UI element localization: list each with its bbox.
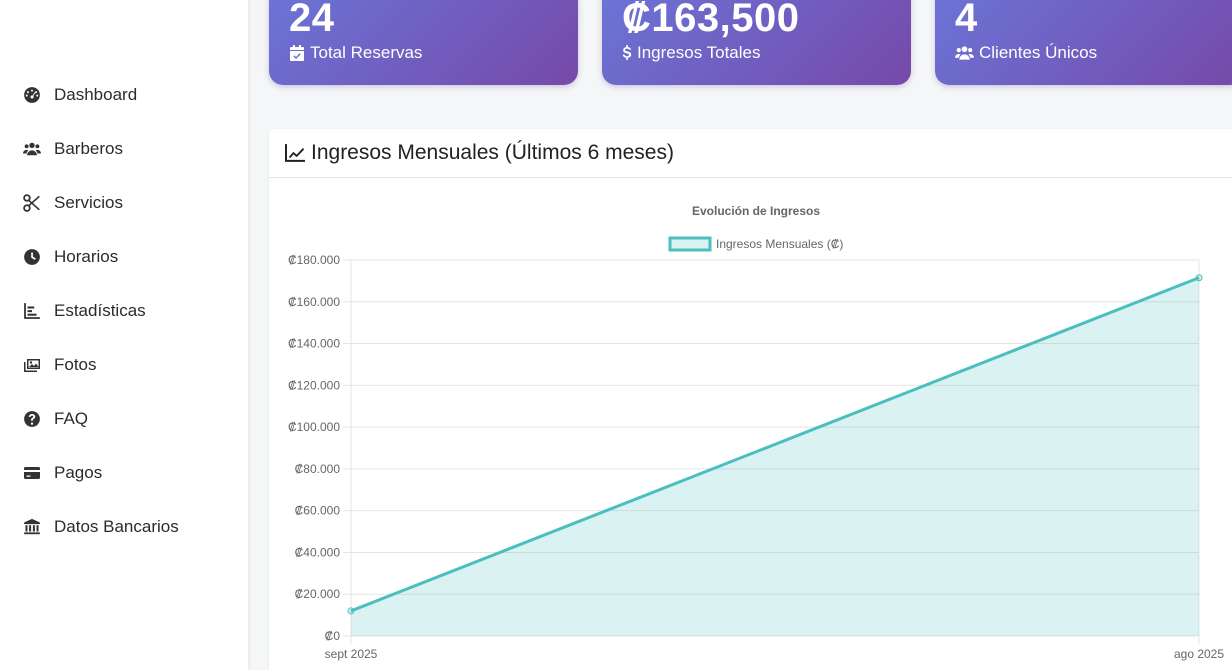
y-tick-label: ₡140.000 bbox=[288, 337, 340, 351]
sidebar-item-label: Estadísticas bbox=[54, 301, 146, 320]
sidebar-item-barberos[interactable]: Barberos bbox=[0, 129, 248, 169]
y-tick-label: ₡60.000 bbox=[295, 504, 341, 518]
y-tick-label: ₡40.000 bbox=[295, 545, 341, 559]
y-tick-label: ₡20.000 bbox=[295, 587, 341, 601]
chart-title: Evolución de Ingresos bbox=[692, 204, 820, 218]
stat-card-reservas: 24 Total Reservas bbox=[269, 0, 578, 85]
sidebar-item-horarios[interactable]: Horarios bbox=[0, 237, 248, 277]
chart-card: Ingresos Mensuales (Últimos 6 meses) Evo… bbox=[269, 129, 1232, 670]
sidebar-item-estadisticas[interactable]: Estadísticas bbox=[0, 291, 248, 331]
stat-label: Ingresos Totales bbox=[622, 43, 760, 63]
sidebar-item-dashboard[interactable]: Dashboard bbox=[0, 75, 248, 115]
legend-swatch bbox=[668, 236, 712, 252]
credit-card-icon bbox=[22, 463, 42, 483]
legend-label: Ingresos Mensuales (₡) bbox=[716, 237, 843, 251]
y-tick-label: ₡100.000 bbox=[288, 420, 340, 434]
stat-card-ingresos: ₡163,500 Ingresos Totales bbox=[602, 0, 911, 85]
bank-icon bbox=[22, 517, 42, 537]
x-tick-label: sept 2025 bbox=[325, 647, 378, 661]
users-icon bbox=[22, 139, 42, 159]
users-icon bbox=[955, 46, 974, 60]
sidebar-item-datos-bancarios[interactable]: Datos Bancarios bbox=[0, 507, 248, 547]
y-tick-label: ₡80.000 bbox=[295, 462, 341, 476]
series-line bbox=[350, 276, 1200, 613]
revenue-chart: Evolución de Ingresos Ingresos Mensuales … bbox=[288, 204, 1224, 661]
y-tick-label: ₡120.000 bbox=[288, 378, 340, 392]
sidebar-item-label: Fotos bbox=[54, 355, 97, 374]
calendar-check-icon bbox=[290, 45, 304, 61]
sidebar-item-fotos[interactable]: Fotos bbox=[0, 345, 248, 385]
y-tick-label: ₡180.000 bbox=[288, 253, 340, 267]
data-point bbox=[1195, 274, 1203, 282]
stat-label: Clientes Únicos bbox=[955, 43, 1097, 63]
sidebar-item-label: Dashboard bbox=[54, 85, 138, 104]
clock-icon bbox=[22, 247, 42, 267]
scissors-icon bbox=[22, 193, 42, 213]
chart-card-header: Ingresos Mensuales (Últimos 6 meses) bbox=[269, 129, 1232, 178]
sidebar: Dashboard Barberos Servicios Horarios Es… bbox=[0, 0, 248, 670]
stat-value: 24 bbox=[289, 0, 335, 40]
y-tick-label: ₡160.000 bbox=[288, 295, 340, 309]
stat-value: ₡163,500 bbox=[622, 0, 800, 40]
dollar-icon bbox=[622, 45, 632, 60]
chart-line-icon bbox=[285, 144, 305, 162]
sidebar-item-label: FAQ bbox=[54, 409, 89, 428]
chart-bar-icon bbox=[22, 301, 42, 321]
sidebar-item-label: Barberos bbox=[54, 139, 123, 158]
stat-value: 4 bbox=[955, 0, 978, 40]
sidebar-item-servicios[interactable]: Servicios bbox=[0, 183, 248, 223]
data-point bbox=[347, 607, 355, 615]
sidebar-item-label: Pagos bbox=[54, 463, 103, 482]
sidebar-item-label: Datos Bancarios bbox=[54, 517, 179, 536]
x-tick-label: ago 2025 bbox=[1174, 647, 1224, 661]
sidebar-item-faq[interactable]: FAQ bbox=[0, 399, 248, 439]
sidebar-item-label: Servicios bbox=[54, 193, 123, 212]
sidebar-item-label: Horarios bbox=[54, 247, 119, 266]
stat-label: Total Reservas bbox=[289, 43, 422, 63]
chart-card-title: Ingresos Mensuales (Últimos 6 meses) bbox=[311, 141, 674, 164]
question-circle-icon bbox=[22, 409, 42, 429]
images-icon bbox=[22, 355, 42, 375]
sidebar-item-pagos[interactable]: Pagos bbox=[0, 453, 248, 493]
stat-card-clientes: 4 Clientes Únicos bbox=[935, 0, 1232, 85]
series-area bbox=[351, 277, 1199, 636]
dashboard-icon bbox=[22, 85, 42, 105]
y-tick-label: ₡0 bbox=[325, 629, 341, 643]
